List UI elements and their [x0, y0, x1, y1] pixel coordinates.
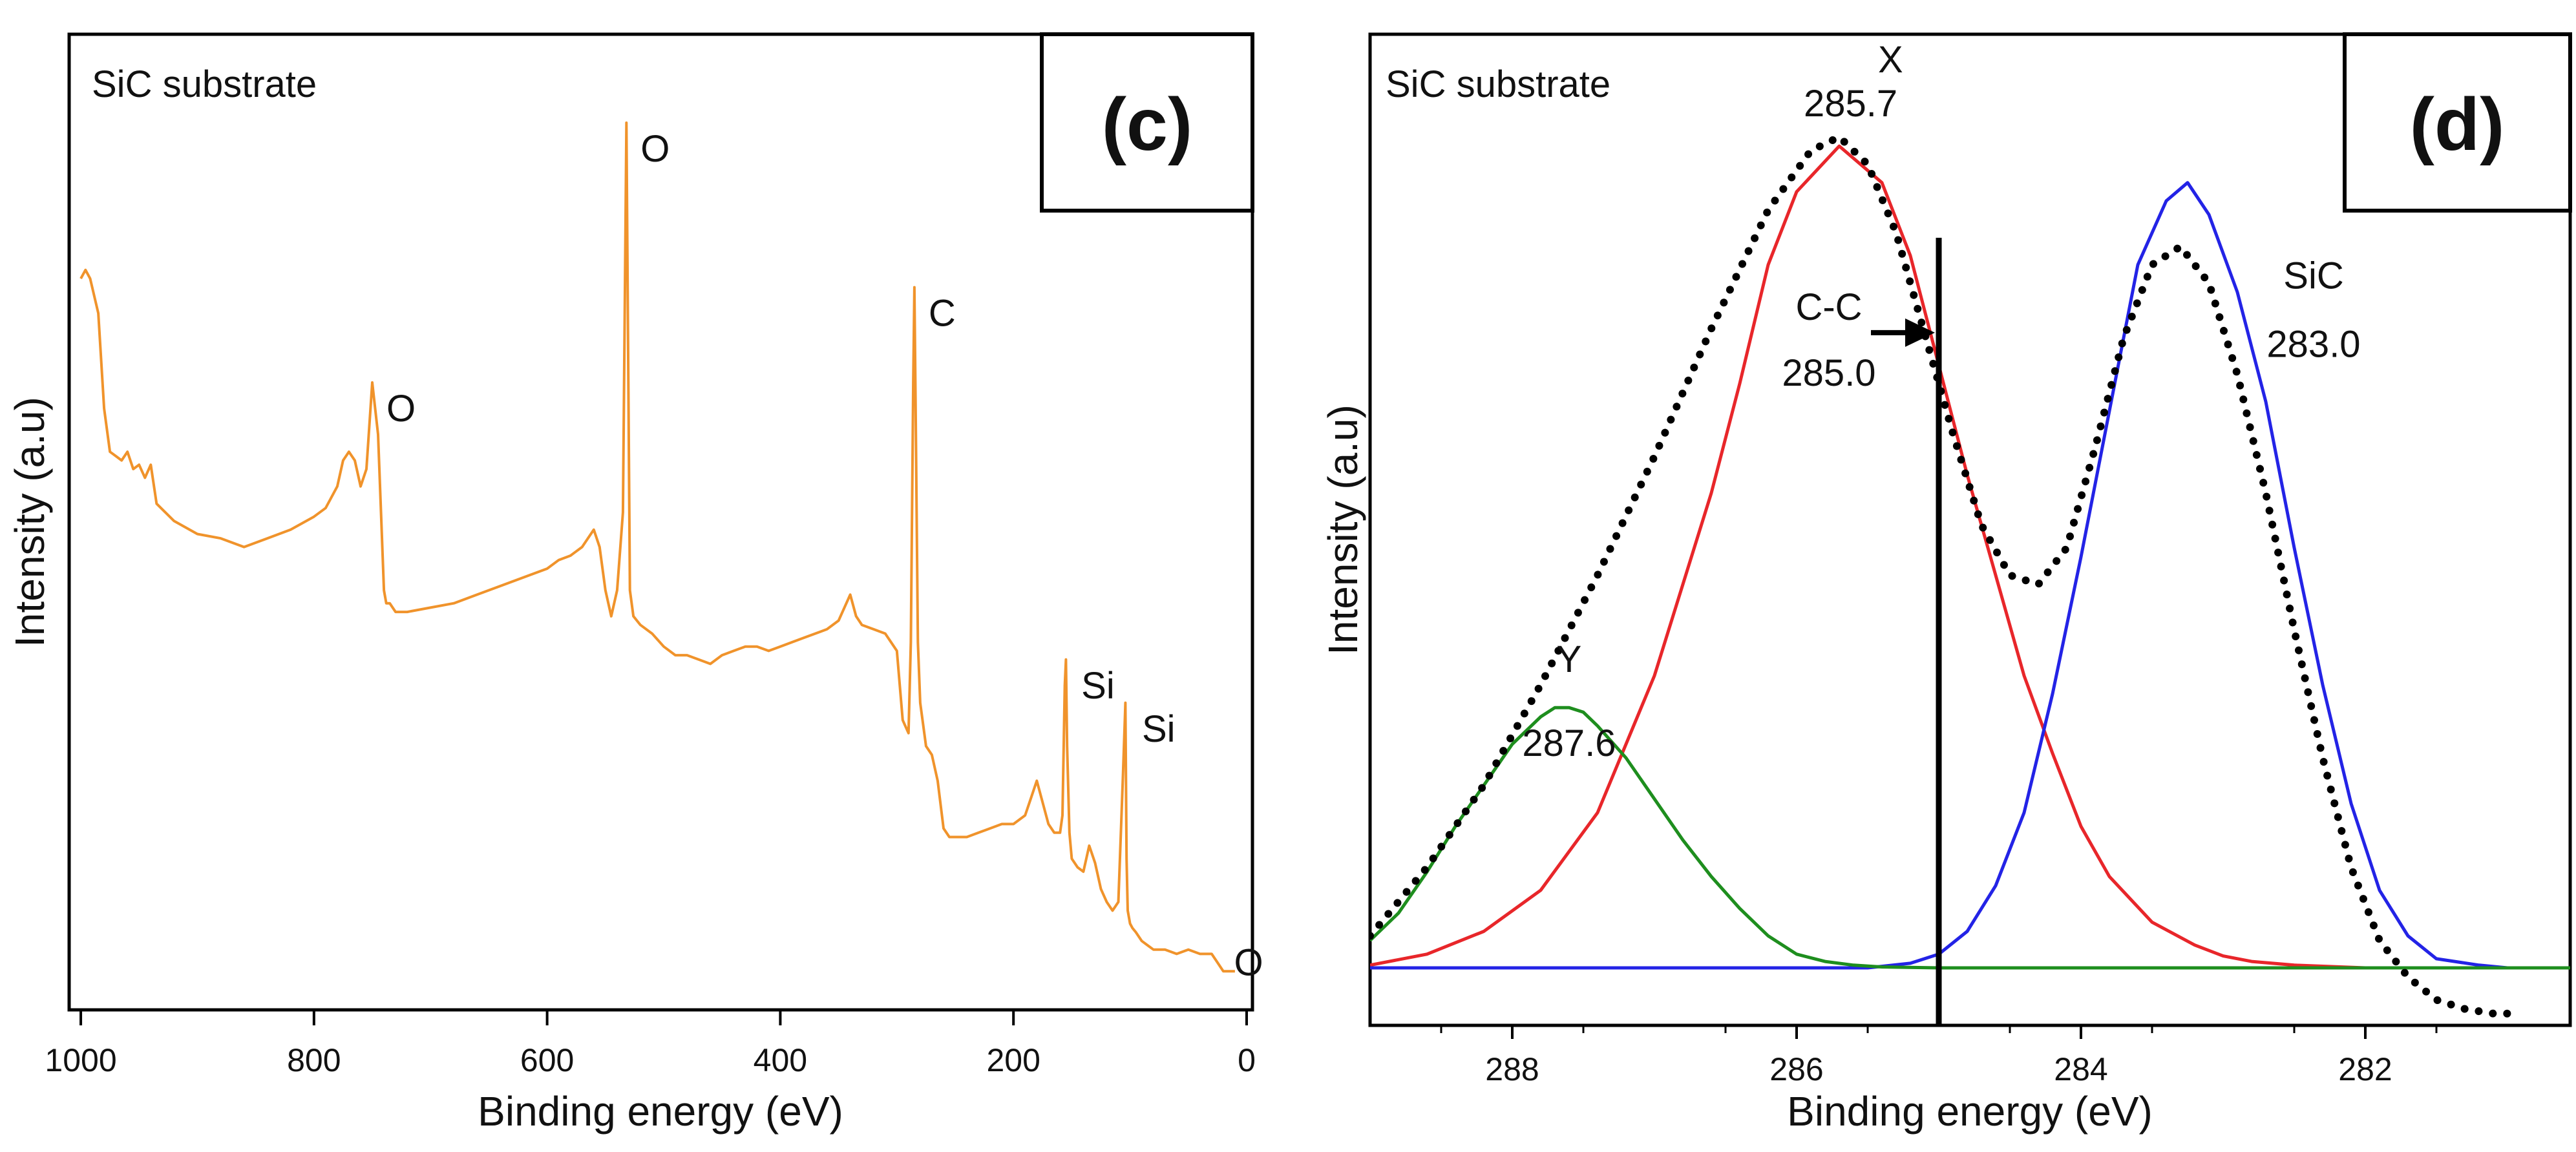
panel-c-frame [67, 32, 1254, 1012]
panel-c: SiC substrate (c) 1000 800 600 400 200 0 O O C S… [6, 32, 1263, 1135]
panel-c-x-tick-label: 1000 [45, 1042, 116, 1078]
panel-d-x-ticks: 288 286 284 282 [1440, 1025, 2438, 1087]
panel-c-peak-label: O [386, 388, 416, 430]
panel-c-series-survey [79, 121, 1235, 973]
panel-c-x-tick-label: 600 [520, 1042, 574, 1078]
panel-d-label-y: Y [1557, 638, 1582, 680]
panel-c-x-ticks: 1000 800 600 400 200 0 [45, 1010, 1256, 1078]
panel-d-label-sic: SiC [2283, 255, 2343, 297]
panel-d-series-envelope [1370, 133, 2511, 1018]
panel-c-y-axis-title: Intensity (a.u) [6, 397, 53, 647]
panel-d-label-x: X [1878, 39, 1903, 81]
panel-c-series [79, 121, 1235, 973]
panel-d-series-sic [1370, 181, 2570, 970]
panel-c-peak-label: O [1234, 942, 1263, 984]
panel-d-cc-arrow-head [1905, 318, 1935, 347]
panel-c-peak-label: Si [1142, 708, 1176, 750]
panel-c-label: (c) [1102, 83, 1193, 166]
panel-d-x-tick-label: 284 [2054, 1051, 2107, 1087]
panel-d-value-c-c: 285.0 [1782, 352, 1875, 394]
panel-d-value-sic: 283.0 [2266, 324, 2360, 366]
panel-c-x-tick-label: 200 [986, 1042, 1040, 1078]
panel-d-value-x: 285.7 [1804, 83, 1897, 125]
panel-d-frame [1368, 32, 2572, 1027]
panel-c-peak-label: Si [1081, 665, 1115, 707]
panel-c-label-box [1040, 32, 1254, 213]
panel-d-y-axis-title: Intensity (a.u) [1320, 404, 1366, 655]
panel-d-series-x-c-c- [1370, 144, 2366, 970]
panel-d-label-c-c: C-C [1795, 286, 1862, 328]
panel-c-peak-label: C [929, 293, 956, 335]
panel-c-annotations: O O C Si Si O [386, 128, 1263, 984]
panel-c-sample-label: SiC substrate [92, 63, 317, 105]
panel-c-x-axis-title: Binding energy (eV) [478, 1088, 843, 1135]
panel-d-sample-label: SiC substrate [1386, 63, 1610, 105]
panel-c-x-tick-label: 800 [287, 1042, 341, 1078]
panel-d-x-axis-title: Binding energy (eV) [1787, 1088, 2153, 1135]
panel-d-x-tick-label: 288 [1485, 1051, 1539, 1087]
panel-d-label: (d) [2410, 83, 2505, 166]
panel-d-series [1370, 133, 2570, 1025]
panel-d-x-tick-label: 282 [2338, 1051, 2392, 1087]
panel-d-value-y: 287.6 [1522, 722, 1616, 764]
panel-d-x-tick-label: 286 [1769, 1051, 1823, 1087]
panel-c-x-tick-label: 400 [754, 1042, 807, 1078]
panel-c-peak-label: O [640, 128, 670, 170]
panel-d-label-box [2343, 32, 2572, 213]
panel-c-x-tick-label: 0 [1238, 1042, 1256, 1078]
